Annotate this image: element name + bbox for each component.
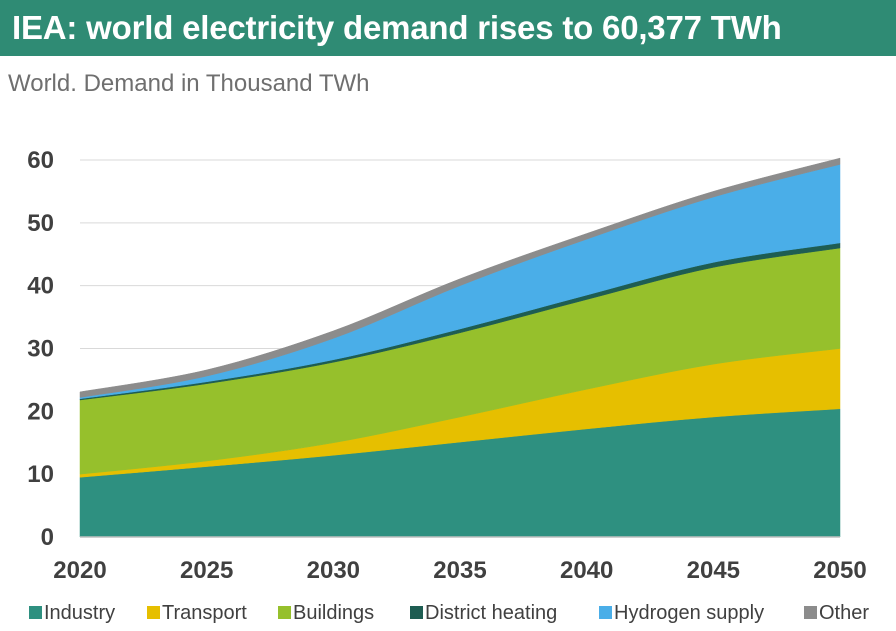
y-tick-label: 0: [41, 524, 54, 551]
x-tick-label: 2050: [813, 557, 866, 584]
chart-title: IEA: world electricity demand rises to 6…: [12, 9, 782, 46]
legend-swatch: [410, 606, 423, 619]
legend-swatch: [599, 606, 612, 619]
legend-item-hydrogen-supply: Hydrogen supply: [599, 602, 764, 624]
chart-subtitle: World. Demand in Thousand TWh: [8, 70, 370, 97]
legend: Industry Transport Buildings District heati…: [29, 602, 869, 624]
x-tick-label: 2035: [433, 557, 486, 584]
legend-label: Buildings: [293, 602, 374, 624]
y-tick-label: 50: [27, 210, 54, 237]
y-tick-label: 20: [27, 398, 54, 425]
legend-swatch: [147, 606, 160, 619]
legend-label: Industry: [44, 602, 115, 624]
x-tick-label: 2040: [560, 557, 613, 584]
x-tick-label: 2020: [53, 557, 106, 584]
legend-label: Other: [819, 602, 869, 624]
legend-label: Transport: [162, 602, 247, 624]
legend-swatch: [278, 606, 291, 619]
legend-item-transport: Transport: [147, 602, 247, 624]
legend-item-industry: Industry: [29, 602, 115, 624]
legend-item-buildings: Buildings: [278, 602, 374, 624]
legend-label: Hydrogen supply: [614, 602, 764, 624]
title-banner: IEA: world electricity demand rises to 6…: [0, 0, 896, 56]
legend-item-district-heating: District heating: [410, 602, 557, 624]
y-tick-label: 60: [27, 147, 54, 174]
y-tick-label: 10: [27, 461, 54, 488]
area-other: [79, 157, 841, 398]
legend-item-other: Other: [804, 602, 869, 624]
area-series: [79, 157, 841, 538]
x-tick-label: 2025: [180, 557, 233, 584]
x-tick-label: 2030: [307, 557, 360, 584]
legend-swatch: [29, 606, 42, 619]
legend-label: District heating: [425, 602, 557, 624]
x-tick-label: 2045: [687, 557, 740, 584]
legend-swatch: [804, 606, 817, 619]
y-tick-label: 30: [27, 336, 54, 363]
y-tick-label: 40: [27, 273, 54, 300]
